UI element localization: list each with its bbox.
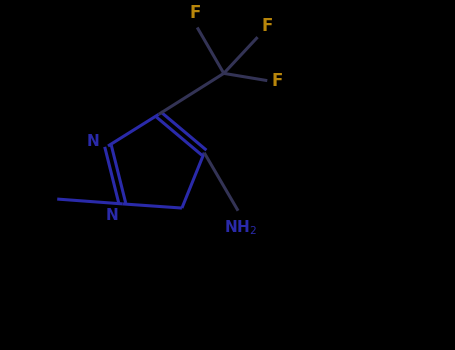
- Text: F: F: [189, 4, 201, 22]
- Text: F: F: [262, 17, 273, 35]
- Text: N: N: [86, 134, 99, 149]
- Text: NH$_2$: NH$_2$: [224, 218, 257, 237]
- Text: N: N: [106, 208, 119, 223]
- Text: F: F: [271, 72, 283, 90]
